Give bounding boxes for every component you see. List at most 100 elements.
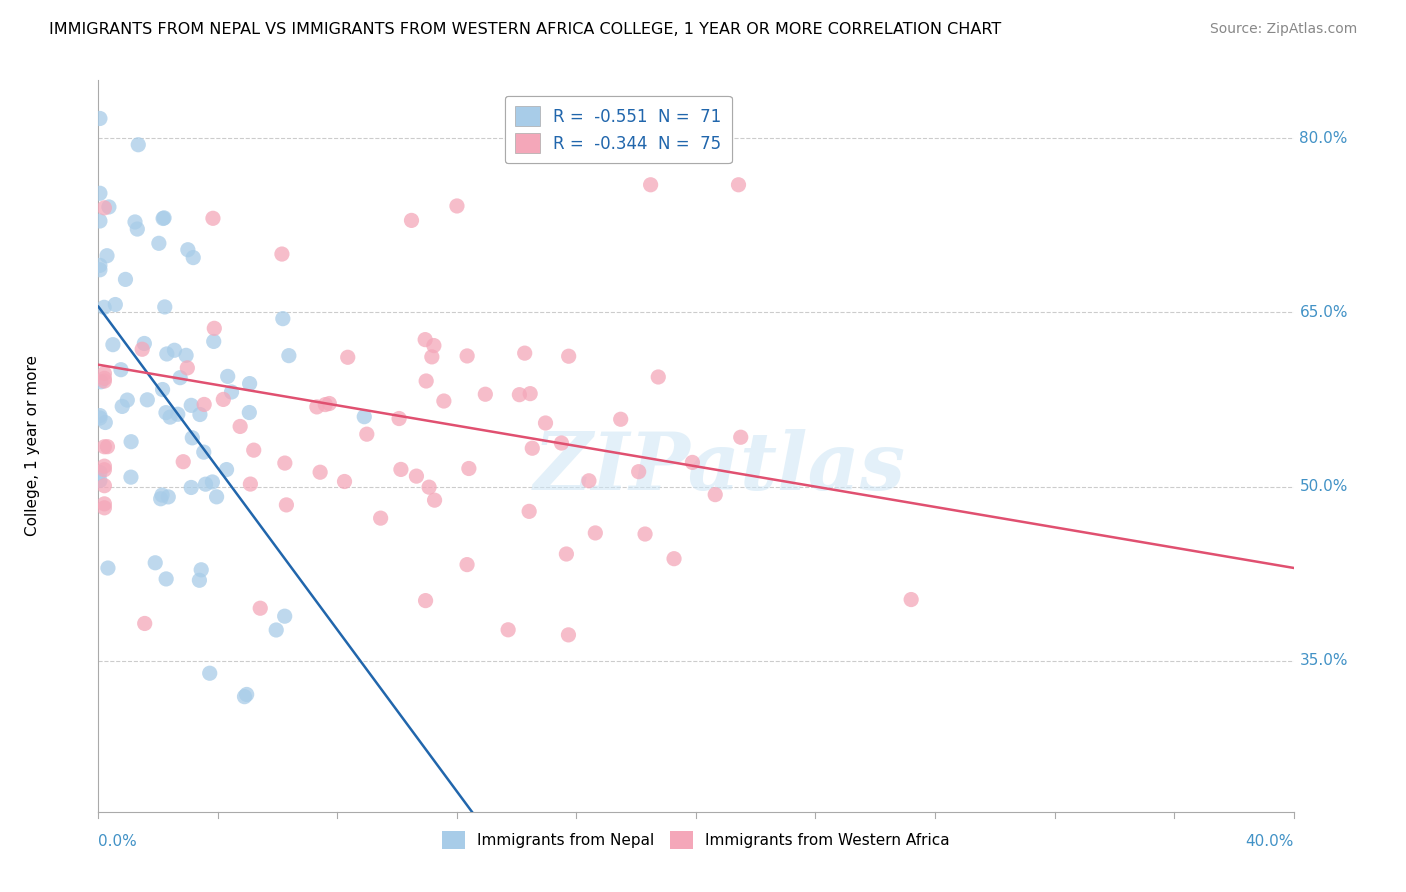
Point <box>704 488 727 502</box>
Point <box>181 431 204 445</box>
Point <box>446 199 468 213</box>
Point <box>89 258 111 272</box>
Point <box>519 386 541 401</box>
Text: 35.0%: 35.0% <box>1299 653 1348 668</box>
Point <box>111 400 134 414</box>
Point <box>413 333 436 347</box>
Point <box>388 411 411 425</box>
Point <box>114 272 136 286</box>
Point <box>110 362 132 376</box>
Point <box>188 574 211 588</box>
Point <box>169 370 191 384</box>
Point <box>727 178 749 192</box>
Point <box>235 688 257 702</box>
Point <box>97 200 120 214</box>
Point <box>155 572 177 586</box>
Point <box>202 321 225 335</box>
Point <box>583 525 606 540</box>
Point <box>201 211 224 226</box>
Point <box>193 445 215 459</box>
Point <box>389 462 412 476</box>
Text: Source: ZipAtlas.com: Source: ZipAtlas.com <box>1209 22 1357 37</box>
Point <box>634 527 657 541</box>
Point <box>609 412 631 426</box>
Point <box>93 497 115 511</box>
Point <box>647 370 669 384</box>
Point <box>433 394 456 409</box>
Point <box>273 609 295 624</box>
Point <box>201 475 224 489</box>
Point <box>900 592 922 607</box>
Point <box>221 384 243 399</box>
Point <box>333 475 356 489</box>
Point <box>120 434 142 449</box>
Point <box>534 416 557 430</box>
Point <box>215 462 238 476</box>
Point <box>97 561 120 575</box>
Point <box>93 301 115 315</box>
Point <box>89 112 111 126</box>
Point <box>233 690 256 704</box>
Point <box>152 383 174 397</box>
Point <box>104 297 127 311</box>
Point <box>89 214 111 228</box>
Point <box>456 558 478 572</box>
Point <box>89 466 111 480</box>
Point <box>159 410 181 425</box>
Point <box>522 441 544 455</box>
Point <box>120 470 142 484</box>
Point <box>314 398 336 412</box>
Point <box>239 376 262 391</box>
Point <box>89 474 111 488</box>
Point <box>217 369 239 384</box>
Point <box>176 360 198 375</box>
Point <box>353 409 375 424</box>
Point <box>93 371 115 385</box>
Point <box>557 349 579 363</box>
Point <box>163 343 186 358</box>
Point <box>93 367 115 381</box>
Text: 65.0%: 65.0% <box>1299 305 1348 320</box>
Point <box>513 346 536 360</box>
Point <box>356 427 378 442</box>
Point <box>194 477 217 491</box>
Point <box>309 465 332 479</box>
Text: 50.0%: 50.0% <box>1299 479 1348 494</box>
Point <box>198 666 221 681</box>
Point <box>153 300 176 314</box>
Point <box>93 463 115 477</box>
Point <box>271 247 294 261</box>
Point <box>276 498 298 512</box>
Point <box>117 393 139 408</box>
Text: 0.0%: 0.0% <box>98 834 138 848</box>
Point <box>94 416 117 430</box>
Point <box>89 411 111 425</box>
Point <box>336 351 359 365</box>
Point <box>578 474 600 488</box>
Point <box>89 409 111 423</box>
Point <box>93 500 115 515</box>
Point <box>93 201 115 215</box>
Point <box>730 430 752 444</box>
Text: College, 1 year or more: College, 1 year or more <box>25 356 41 536</box>
Point <box>415 593 437 607</box>
Point <box>180 480 202 494</box>
Point <box>93 374 115 388</box>
Point <box>271 311 294 326</box>
Point <box>149 491 172 506</box>
Point <box>174 348 197 362</box>
Point <box>318 396 340 410</box>
Point <box>423 493 446 508</box>
Point <box>93 459 115 474</box>
Point <box>457 461 479 475</box>
Point <box>496 623 519 637</box>
Point <box>274 456 297 470</box>
Point <box>89 186 111 201</box>
Point <box>202 334 225 349</box>
Point <box>418 480 440 494</box>
Point <box>101 337 124 351</box>
Point <box>134 336 156 351</box>
Point <box>172 455 194 469</box>
Point <box>238 405 260 419</box>
Point <box>423 338 446 352</box>
